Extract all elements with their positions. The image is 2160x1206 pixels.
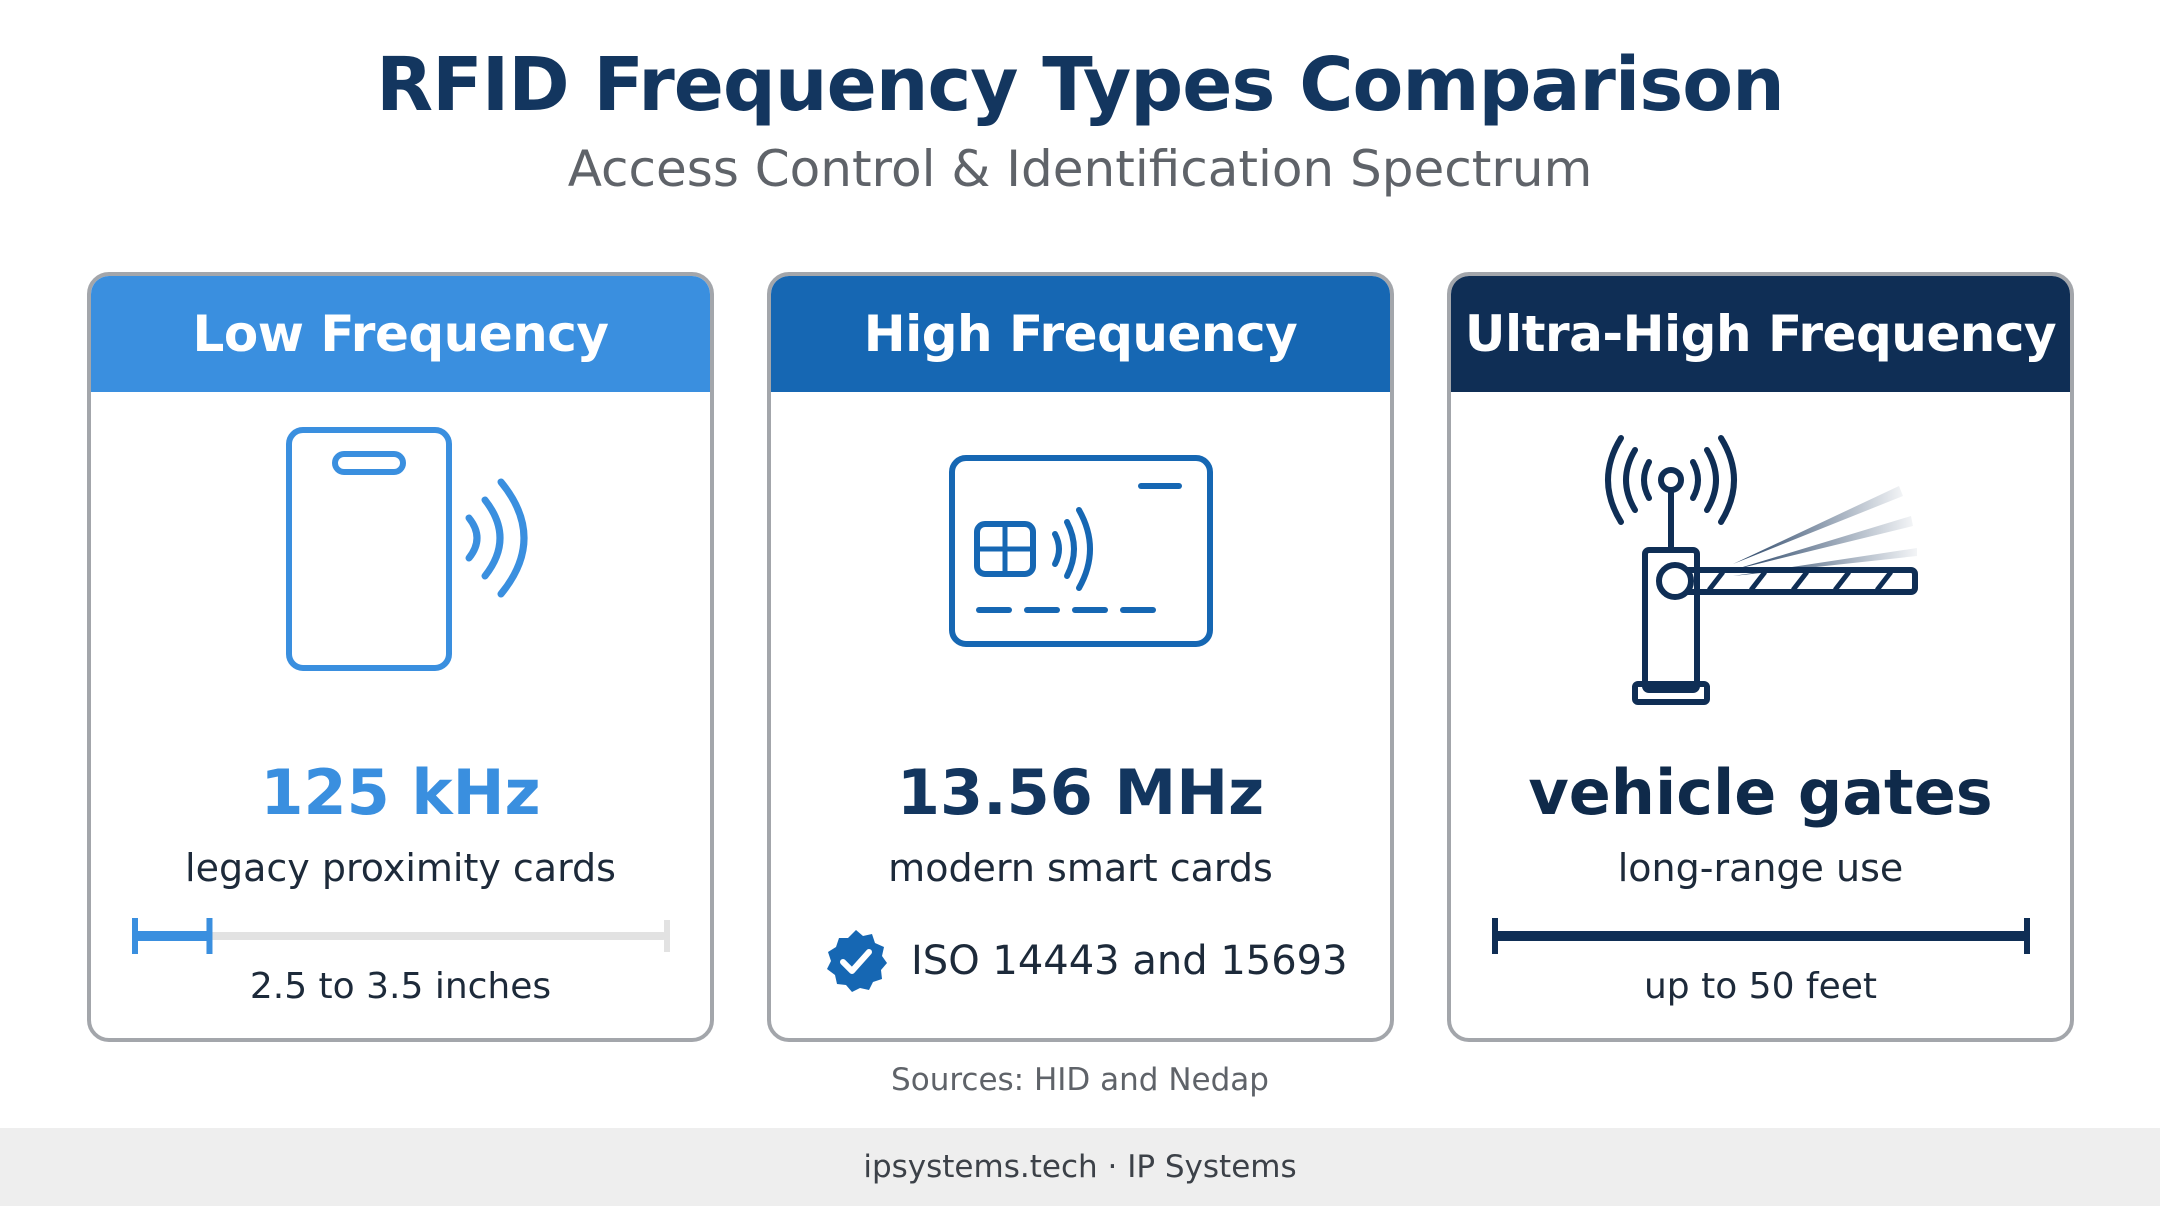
read-range-label: 2.5 to 3.5 inches	[249, 966, 552, 1007]
sources-note: Sources: HID and Nedap	[891, 1062, 1269, 1098]
card-ultra-high-frequency: Ultra-High Frequency	[1447, 272, 2074, 1042]
card-header-low-frequency: Low Frequency	[91, 276, 710, 392]
frequency-value: 125 kHz	[260, 756, 541, 829]
card-high-frequency: High Frequency 13.56 MHz modern smart ca…	[767, 272, 1394, 1042]
standards-text: ISO 14443 and 15693	[911, 938, 1348, 984]
card-description: modern smart cards	[888, 846, 1273, 890]
card-low-frequency: Low Frequency 125 kHz legacy proximity c…	[87, 272, 714, 1042]
use-case-value: vehicle gates	[1528, 756, 1993, 829]
page-title: RFID Frequency Types Comparison	[376, 42, 1785, 128]
standards-row: ISO 14443 and 15693	[823, 926, 1348, 996]
read-range-label: up to 50 feet	[1643, 966, 1878, 1007]
card-description: legacy proximity cards	[185, 846, 616, 890]
card-header-ultra-high-frequency: Ultra-High Frequency	[1451, 276, 2070, 392]
read-range-bar	[132, 918, 670, 954]
card-description: long-range use	[1617, 846, 1904, 890]
read-range-fill	[1495, 931, 2027, 941]
proximity-card-icon	[91, 392, 710, 732]
page-subtitle: Access Control & Identification Spectrum	[567, 140, 1593, 198]
smart-card-icon	[771, 392, 1390, 732]
read-range-bar	[1492, 918, 2030, 954]
checkmark-badge-icon	[827, 930, 887, 992]
card-header-high-frequency: High Frequency	[771, 276, 1390, 392]
footer-bar: ipsystems.tech · IP Systems	[0, 1128, 2160, 1206]
frequency-value: 13.56 MHz	[896, 756, 1265, 829]
vehicle-gate-antenna-icon	[1451, 392, 2070, 732]
read-range-fill	[135, 931, 210, 941]
